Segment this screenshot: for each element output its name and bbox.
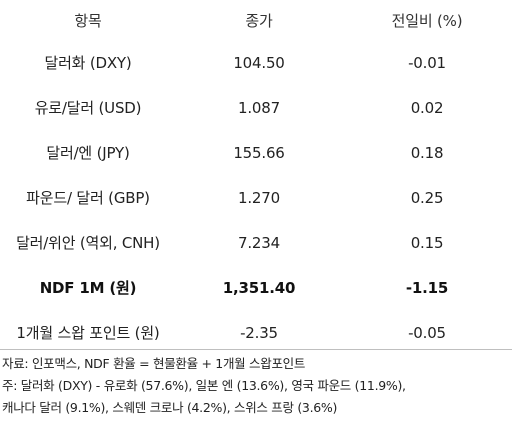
row-change: 0.25	[410, 188, 444, 207]
row-close: -2.35	[240, 323, 278, 342]
row-item: NDF 1M (원)	[39, 279, 137, 297]
row-close: 1.087	[238, 98, 280, 117]
row-close: 1.270	[238, 188, 280, 207]
header-change: 전일비 (%)	[391, 11, 463, 30]
row-change: -0.05	[408, 323, 446, 342]
header-item: 항목	[74, 11, 102, 30]
row-item: 유로/달러 (USD)	[34, 99, 142, 117]
row-close: 155.66	[233, 143, 285, 162]
table-row-usdcnh: 달러/위안 (역외, CNH) 7.234 0.15	[0, 220, 512, 265]
table-row-dxy: 달러화 (DXY) 104.50 -0.01	[0, 40, 512, 85]
row-item: 1개월 스왑 포인트 (원)	[16, 324, 160, 342]
footnotes: 자료: 인포맥스, NDF 환율 = 현물환율 + 1개월 스왑포인트 주: 달…	[2, 353, 512, 419]
source-note: 자료: 인포맥스, NDF 환율 = 현물환율 + 1개월 스왑포인트	[2, 356, 306, 371]
table-row-usdjpy: 달러/엔 (JPY) 155.66 0.18	[0, 130, 512, 175]
row-item: 파운드/ 달러 (GBP)	[26, 189, 150, 207]
fx-table: 항목 종가 전일비 (%) 달러화 (DXY) 104.50 -0.01 유로/…	[0, 0, 512, 355]
row-close: 7.234	[238, 233, 280, 252]
header-close: 종가	[245, 11, 273, 30]
row-change: -1.15	[405, 278, 449, 297]
row-item: 달러화 (DXY)	[44, 54, 132, 72]
table-row-swap: 1개월 스왑 포인트 (원) -2.35 -0.05	[0, 310, 512, 355]
row-close: 104.50	[233, 53, 285, 72]
row-change: 0.18	[410, 143, 444, 162]
dxy-note-line2: 캐나다 달러 (9.1%), 스웨덴 크로나 (4.2%), 스위스 프랑 (3…	[2, 400, 338, 415]
table-header-row: 항목 종가 전일비 (%)	[0, 0, 512, 40]
row-close: 1,351.40	[222, 278, 296, 297]
row-change: 0.15	[410, 233, 444, 252]
table-row-eurusd: 유로/달러 (USD) 1.087 0.02	[0, 85, 512, 130]
row-change: 0.02	[410, 98, 444, 117]
row-item: 달러/위안 (역외, CNH)	[16, 234, 160, 252]
table-row-ndf: NDF 1M (원) 1,351.40 -1.15	[0, 265, 512, 310]
divider	[0, 349, 512, 350]
table-row-gbpusd: 파운드/ 달러 (GBP) 1.270 0.25	[0, 175, 512, 220]
dxy-note-line1: 주: 달러화 (DXY) - 유로화 (57.6%), 일본 엔 (13.6%)…	[2, 378, 406, 393]
row-item: 달러/엔 (JPY)	[46, 144, 130, 162]
row-change: -0.01	[408, 53, 446, 72]
